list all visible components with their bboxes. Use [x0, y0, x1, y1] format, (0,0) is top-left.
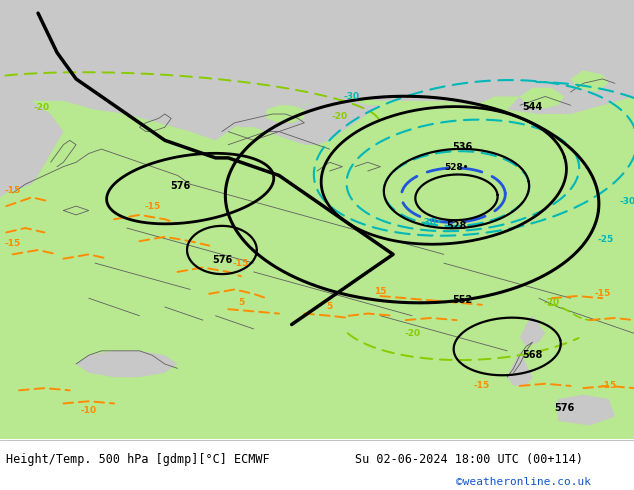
Polygon shape	[558, 395, 615, 425]
Polygon shape	[520, 316, 545, 346]
Text: ©weatheronline.co.uk: ©weatheronline.co.uk	[456, 477, 592, 487]
Polygon shape	[0, 0, 634, 140]
Text: 5: 5	[238, 298, 244, 307]
Text: -20: -20	[33, 103, 49, 112]
Text: -25: -25	[597, 235, 614, 244]
Polygon shape	[507, 351, 533, 386]
Text: -20: -20	[404, 329, 420, 338]
Text: 15: 15	[374, 287, 387, 296]
Text: 544: 544	[522, 102, 543, 112]
Text: 528: 528	[446, 221, 467, 231]
Text: -20: -20	[331, 112, 347, 121]
Polygon shape	[0, 241, 634, 439]
Text: -20: -20	[543, 298, 560, 307]
Text: 576: 576	[554, 403, 574, 413]
Text: 536: 536	[453, 142, 473, 152]
Polygon shape	[76, 351, 178, 377]
Polygon shape	[520, 88, 564, 110]
Text: 576: 576	[212, 255, 232, 265]
Polygon shape	[0, 101, 63, 197]
Text: 5: 5	[327, 302, 333, 312]
Text: -15: -15	[4, 239, 21, 248]
Text: -15: -15	[4, 186, 21, 196]
Polygon shape	[476, 97, 520, 110]
Text: -15: -15	[474, 381, 490, 391]
Text: 576: 576	[171, 181, 191, 192]
Text: -15: -15	[144, 201, 160, 211]
Text: -15: -15	[233, 259, 249, 268]
Polygon shape	[266, 105, 304, 123]
Text: -15: -15	[600, 381, 617, 391]
Polygon shape	[0, 0, 634, 439]
Text: -10: -10	[81, 406, 97, 415]
Text: 552: 552	[453, 295, 473, 305]
Polygon shape	[228, 97, 380, 145]
Text: -30: -30	[344, 92, 360, 101]
Text: Su 02-06-2024 18:00 UTC (00+114): Su 02-06-2024 18:00 UTC (00+114)	[355, 453, 583, 466]
Text: -30: -30	[619, 197, 634, 206]
Text: 568: 568	[522, 350, 543, 360]
Text: -15: -15	[594, 289, 611, 298]
Text: Height/Temp. 500 hPa [gdmp][°C] ECMWF: Height/Temp. 500 hPa [gdmp][°C] ECMWF	[6, 453, 270, 466]
Text: 528•: 528•	[444, 163, 469, 172]
Text: -30•: -30•	[420, 218, 442, 227]
Polygon shape	[571, 70, 609, 92]
